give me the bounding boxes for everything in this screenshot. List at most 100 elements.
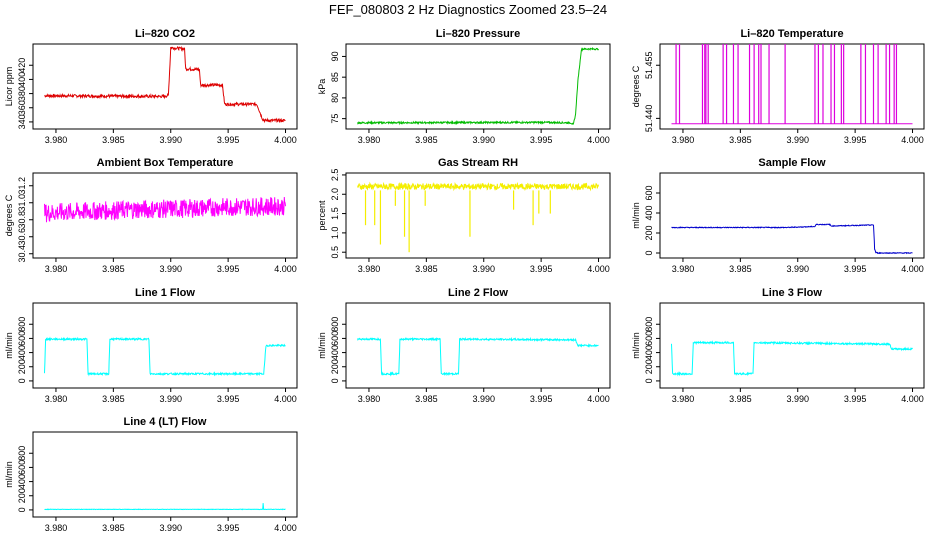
x-tick-label: 3.980 (672, 264, 695, 274)
x-tick-label: 3.980 (358, 394, 381, 404)
x-tick-label: 4.000 (274, 264, 297, 274)
chart-panel-8: Line 2 Flow ml/min 3.980 3.985 3.990 3.995 4.0… (317, 287, 611, 404)
series-line (44, 336, 286, 377)
y-tick-label: 2.5 (330, 169, 340, 182)
y-tick-label: 800 (644, 317, 654, 332)
y-tick-label: 400 (17, 474, 27, 489)
x-tick-label: 3.980 (45, 394, 68, 404)
plot-frame (32, 43, 298, 130)
y-axis-label: degrees C (631, 65, 641, 107)
x-tick-label: 4.000 (587, 135, 610, 145)
y-axis-label: ml/min (4, 461, 14, 488)
x-tick-label: 3.980 (672, 394, 695, 404)
x-tick-label: 3.980 (45, 264, 68, 274)
x-tick-label: 3.980 (672, 135, 695, 145)
y-tick-label: 200 (17, 359, 27, 374)
series-line (671, 223, 913, 255)
y-tick-label: 200 (17, 488, 27, 503)
x-tick-label: 3.985 (102, 523, 125, 533)
y-tick-label: 85 (330, 72, 340, 82)
y-tick-label: 30.8 (17, 211, 27, 229)
series-line (671, 340, 913, 377)
y-axis-label: percent (317, 200, 327, 231)
x-tick-label: 3.995 (217, 135, 240, 145)
x-tick-label: 4.000 (274, 135, 297, 145)
y-tick-label: 400 (644, 345, 654, 360)
y-tick-label: 420 (17, 58, 27, 73)
series-line (357, 46, 599, 126)
y-tick-label: 75 (330, 114, 340, 124)
x-tick-label: 3.990 (786, 135, 809, 145)
chart-title: Line 2 Flow (448, 287, 508, 299)
y-tick-label: 51.440 (644, 105, 654, 133)
x-tick-label: 3.995 (844, 135, 867, 145)
y-tick-label: 0 (644, 378, 654, 383)
chart-panel-1: Li–820 CO2 Licor ppm 3.980 3.985 3.990 3.995 4… (4, 28, 298, 145)
x-tick-label: 3.990 (786, 394, 809, 404)
x-tick-label: 3.985 (102, 264, 125, 274)
y-tick-label: 600 (644, 331, 654, 346)
y-tick-label: 400 (17, 345, 27, 360)
chart-title: Gas Stream RH (438, 157, 518, 169)
x-tick-label: 3.980 (358, 264, 381, 274)
chart-panel-7: Line 1 Flow ml/min 3.980 3.985 3.990 3.995 4.0… (4, 287, 298, 404)
y-tick-label: 0 (330, 378, 340, 383)
y-tick-label: 80 (330, 93, 340, 103)
chart-panel-5: Gas Stream RH percent 3.980 3.985 3.990 3.995… (317, 157, 611, 274)
chart-title: Line 3 Flow (762, 287, 822, 299)
y-tick-label: 1.0 (330, 227, 340, 240)
y-tick-label: 600 (330, 331, 340, 346)
x-tick-label: 3.985 (102, 394, 125, 404)
x-tick-label: 3.995 (217, 264, 240, 274)
plot-frame (659, 172, 925, 259)
y-axis-label: ml/min (4, 332, 14, 359)
chart-title: Line 4 (LT) Flow (124, 416, 207, 428)
x-tick-label: 3.995 (844, 394, 867, 404)
x-tick-label: 3.995 (530, 394, 553, 404)
y-tick-label: 0.5 (330, 246, 340, 259)
y-tick-label: 600 (644, 185, 654, 200)
series-line (44, 45, 286, 124)
x-tick-label: 3.995 (530, 264, 553, 274)
x-tick-label: 3.980 (45, 523, 68, 533)
chart-title: Li–820 Pressure (436, 28, 520, 40)
y-tick-label: 200 (644, 225, 654, 240)
x-tick-label: 3.985 (729, 394, 752, 404)
plot-frame (345, 43, 611, 130)
y-tick-label: 600 (17, 331, 27, 346)
y-tick-label: 0 (644, 250, 654, 255)
y-tick-label: 1.5 (330, 207, 340, 220)
x-tick-label: 4.000 (901, 264, 924, 274)
x-tick-label: 4.000 (901, 394, 924, 404)
y-tick-label: 800 (330, 317, 340, 332)
plot-frame (659, 302, 925, 389)
y-axis-label: ml/min (631, 202, 641, 229)
series-line (44, 503, 286, 511)
y-tick-label: 31.2 (17, 177, 27, 195)
x-tick-label: 3.990 (159, 523, 182, 533)
plot-frame (32, 302, 298, 389)
x-tick-label: 4.000 (274, 394, 297, 404)
chart-panel-10: Line 4 (LT) Flow ml/min 3.980 3.985 3.990 3.9… (4, 416, 298, 533)
chart-panel-6: Sample Flow ml/min 3.980 3.985 3.990 3.995 4.0… (631, 157, 925, 274)
chart-panel-2: Li–820 Pressure kPa 3.980 3.985 3.990 3.995 4.… (317, 28, 611, 145)
y-axis-label: kPa (317, 79, 327, 95)
y-tick-label: 30.6 (17, 228, 27, 246)
y-tick-label: 360 (17, 100, 27, 115)
chart-title: Ambient Box Temperature (97, 157, 234, 169)
y-tick-label: 200 (330, 359, 340, 374)
x-tick-label: 4.000 (274, 523, 297, 533)
x-tick-label: 3.985 (415, 394, 438, 404)
x-tick-label: 4.000 (587, 394, 610, 404)
y-tick-label: 51.455 (644, 51, 654, 79)
series-line (357, 181, 599, 192)
chart-panel-3: Li–820 Temperature degrees C 3.980 3.985 3.9… (631, 28, 925, 145)
y-tick-label: 340 (17, 114, 27, 129)
y-tick-label: 31.0 (17, 194, 27, 212)
x-tick-label: 3.990 (159, 264, 182, 274)
x-tick-label: 3.995 (844, 264, 867, 274)
x-tick-label: 3.995 (530, 135, 553, 145)
y-tick-label: 800 (17, 446, 27, 461)
plot-frame (345, 172, 611, 259)
x-tick-label: 3.990 (159, 394, 182, 404)
